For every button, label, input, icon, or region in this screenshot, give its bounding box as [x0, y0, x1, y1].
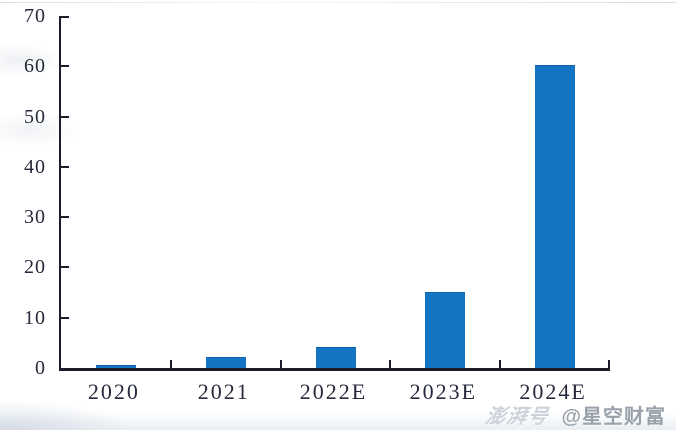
- bar-2021: [205, 356, 246, 368]
- x-axis-label: 2022E: [299, 379, 368, 404]
- watermark-account: @星空财富: [561, 406, 666, 428]
- platform-logo: 澎湃号: [484, 406, 551, 428]
- plot-area: [59, 16, 610, 371]
- bar-2024E: [535, 65, 576, 368]
- y-axis-label: 70: [24, 5, 46, 27]
- y-axis-label: 20: [24, 256, 46, 279]
- x-axis-tick: [608, 360, 610, 368]
- x-axis-tick: [279, 360, 282, 368]
- x-axis-tick: [389, 360, 392, 368]
- y-axis-label: 30: [24, 206, 46, 229]
- x-axis-label: 2024E: [519, 379, 587, 404]
- y-axis-label: 60: [24, 55, 46, 78]
- x-axis-tick: [499, 360, 502, 368]
- watermark: 澎湃号 @星空财富: [484, 400, 666, 428]
- y-axis-tick: [61, 316, 69, 319]
- top-edge-artifact: [0, 2, 676, 3]
- y-axis-tick: [61, 115, 69, 118]
- y-axis-tick: [61, 65, 69, 68]
- y-axis-tick: [61, 16, 69, 18]
- x-axis-label: 2020: [87, 379, 140, 404]
- y-axis-tick: [61, 165, 69, 168]
- y-axis-label: 50: [24, 105, 46, 128]
- y-axis-label: 0: [35, 357, 46, 379]
- bar-2023E: [425, 291, 466, 368]
- y-axis-label: 10: [24, 306, 46, 329]
- y-axis-tick: [61, 266, 69, 269]
- x-axis-label: 2021: [197, 379, 250, 404]
- bar-2022E: [315, 346, 356, 368]
- y-axis-tick: [61, 216, 69, 219]
- x-axis-label: 2023E: [409, 379, 478, 404]
- x-axis-tick: [169, 360, 172, 368]
- y-axis-label: 40: [24, 155, 46, 178]
- bar-2020: [95, 365, 136, 368]
